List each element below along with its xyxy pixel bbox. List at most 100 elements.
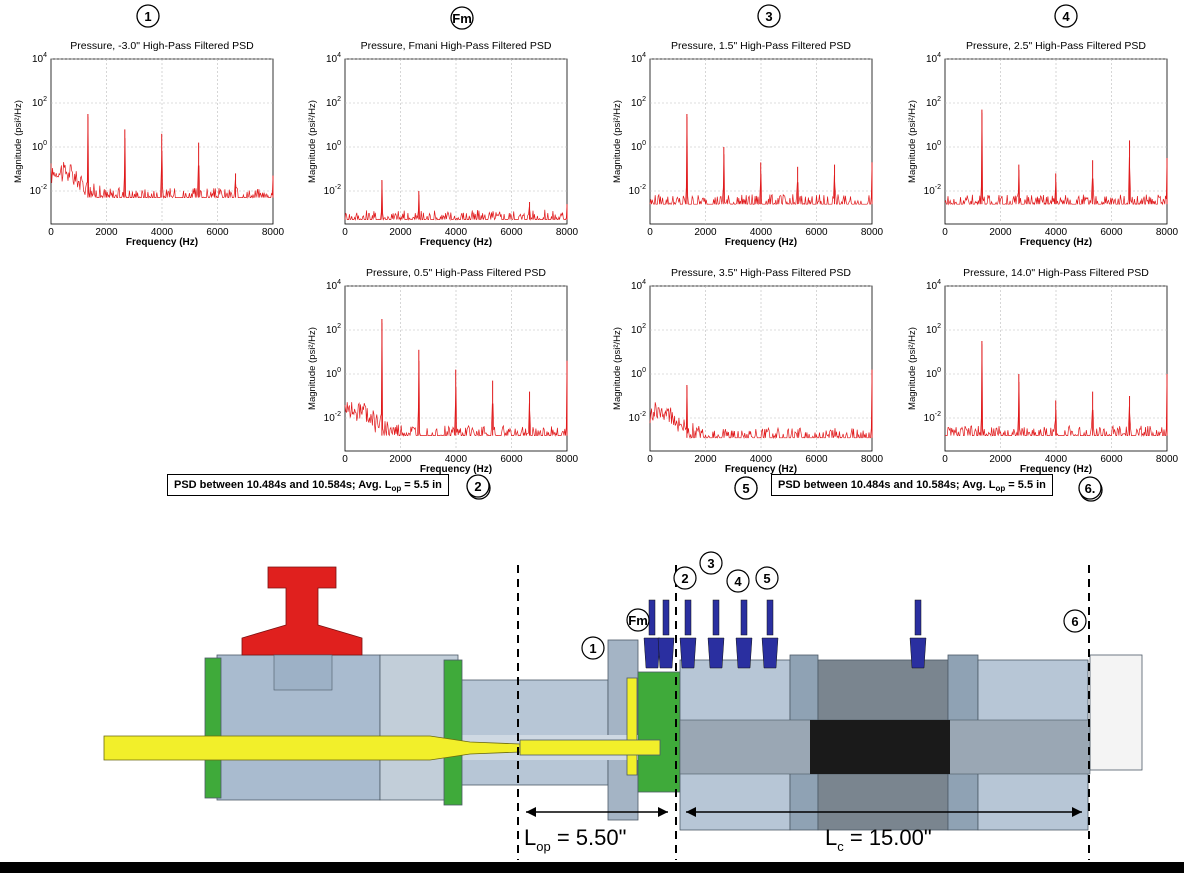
y-tick-base: 10 [926, 325, 938, 336]
sensor-marker-label: 1 [144, 9, 151, 24]
x-axis-label: Frequency (Hz) [420, 237, 492, 248]
post-flange [607, 639, 639, 821]
y-tick-exponent: -2 [335, 184, 341, 191]
y-tick-base: 10 [926, 281, 938, 292]
y-tick-base: 10 [326, 325, 338, 336]
y-axis-label: Magnitude (psi²/Hz) [612, 100, 623, 183]
sensor-marker-label: Fm [452, 11, 472, 26]
y-tick-exponent: 4 [337, 279, 341, 286]
pressure-transducer-body [761, 637, 779, 669]
red-inlet-manifold [241, 566, 363, 656]
pressure-transducer-stem [914, 599, 922, 636]
x-tick-label: 6000 [805, 454, 828, 465]
dim-value: = 5.50" [551, 825, 627, 850]
y-tick-base: 10 [32, 142, 44, 153]
y-tick-label: 104 [631, 279, 646, 292]
x-tick-label: 4000 [445, 454, 468, 465]
y-tick-base: 10 [631, 142, 643, 153]
x-tick-label: 8000 [861, 454, 884, 465]
y-tick-label: 100 [326, 367, 341, 380]
y-tick-label: 104 [326, 52, 341, 65]
y-tick-label: 100 [631, 367, 646, 380]
plot-title: Pressure, -3.0" High-Pass Filtered PSD [70, 40, 254, 52]
x-tick-label: 4000 [1045, 227, 1068, 238]
sensor-marker-circle [1054, 4, 1078, 28]
dim-value: = 15.00" [844, 825, 932, 850]
y-tick-exponent: 0 [937, 140, 941, 147]
note-marker-circle [1078, 476, 1102, 500]
x-tick-label: 0 [942, 227, 948, 238]
plot-title: Pressure, Fmani High-Pass Filtered PSD [361, 40, 552, 52]
y-tick-label: 10-2 [629, 184, 646, 197]
psd-plot: Pressure, -3.0" High-Pass Filtered PSD10… [13, 4, 285, 248]
note-marker-label: 2 [474, 479, 481, 494]
psd-time-window-note-right: PSD between 10.484s and 10.584s; Avg. Lo… [771, 474, 1053, 496]
lop-dimension-label: Lop = 5.50" [524, 825, 626, 854]
y-tick-label: 100 [926, 367, 941, 380]
dim-subscript: op [536, 839, 550, 854]
psd-plot: Pressure, 2.5" High-Pass Filtered PSD104… [907, 4, 1179, 248]
lc-dimension-label: Lc = 15.00" [825, 825, 932, 854]
lc-dimension-arrow-head-right [1072, 807, 1082, 817]
left-green-ring [204, 657, 222, 799]
x-tick-label: 2000 [694, 227, 717, 238]
diagram-sensor-label: 2 [681, 571, 688, 586]
x-tick-label: 2000 [389, 454, 412, 465]
chamber-dark-zone [810, 720, 950, 774]
y-tick-exponent: 2 [642, 96, 646, 103]
x-tick-label: 2000 [694, 454, 717, 465]
y-tick-exponent: 0 [642, 140, 646, 147]
x-axis-label: Frequency (Hz) [1020, 464, 1092, 475]
y-tick-label: 102 [326, 96, 341, 109]
diagram-sensor-label: Fm [628, 613, 648, 628]
nozzle-exit [1089, 654, 1143, 771]
psd-time-window-note-left: PSD between 10.484s and 10.584s; Avg. Lo… [167, 474, 449, 496]
x-tick-label: 6000 [500, 227, 523, 238]
x-tick-label: 6000 [500, 454, 523, 465]
yellow-band [626, 677, 638, 776]
dim-symbol: L [825, 825, 837, 850]
note-marker-label: 5 [742, 481, 749, 496]
y-tick-exponent: 2 [337, 96, 341, 103]
psd-plots-layer: Pressure, -3.0" High-Pass Filtered PSD10… [13, 4, 1179, 502]
y-tick-label: 102 [631, 323, 646, 336]
x-tick-label: 8000 [861, 227, 884, 238]
y-tick-label: 104 [32, 52, 47, 65]
y-tick-label: 100 [926, 140, 941, 153]
pressure-transducer-body [909, 637, 927, 669]
diagram-sensor-circle [673, 566, 697, 590]
y-tick-exponent: -2 [41, 184, 47, 191]
x-tick-label: 4000 [151, 227, 174, 238]
x-tick-label: 0 [48, 227, 54, 238]
pressure-transducer-body [707, 637, 725, 669]
psd-plot: Pressure, 0.5" High-Pass Filtered PSD104… [307, 267, 579, 500]
y-tick-exponent: 0 [337, 367, 341, 374]
diagram-sensor-label: 1 [589, 641, 596, 656]
y-axis-label: Magnitude (psi²/Hz) [907, 327, 918, 410]
sensor-marker-circle [757, 4, 781, 28]
x-tick-label: 2000 [389, 227, 412, 238]
lop-dimension-arrow-head-right [658, 807, 668, 817]
y-tick-exponent: -2 [935, 411, 941, 418]
y-tick-base: 10 [926, 54, 938, 65]
oxidizer-post-housing [457, 679, 609, 786]
pressure-transducer-stem [684, 599, 692, 636]
dim-symbol: L [524, 825, 536, 850]
x-axis-label: Frequency (Hz) [1020, 237, 1092, 248]
plot-title: Pressure, 1.5" High-Pass Filtered PSD [671, 40, 851, 52]
y-axis-label: Magnitude (psi²/Hz) [612, 327, 623, 410]
note-marker-circle [734, 476, 758, 500]
x-tick-label: 0 [647, 227, 653, 238]
y-tick-base: 10 [32, 54, 44, 65]
lop-dimension-arrow-head-left [526, 807, 536, 817]
y-tick-base: 10 [32, 98, 44, 109]
x-tick-label: 2000 [989, 454, 1012, 465]
y-tick-label: 102 [32, 96, 47, 109]
yellow-liner [519, 739, 661, 756]
x-tick-label: 8000 [1156, 227, 1179, 238]
note-marker-label: 6. [1085, 481, 1096, 496]
y-tick-base: 10 [326, 142, 338, 153]
diagram-sensor-circle [1063, 609, 1087, 633]
dim-subscript: c [837, 839, 844, 854]
green-housing [637, 671, 681, 793]
